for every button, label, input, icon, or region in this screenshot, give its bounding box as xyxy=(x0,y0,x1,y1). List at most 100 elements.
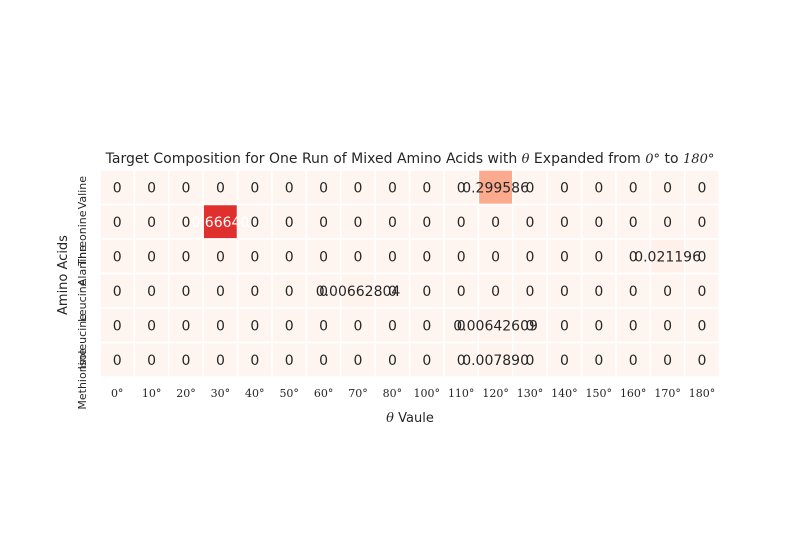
y-tick-label: Threonine xyxy=(76,210,89,266)
cell-value-label: 0 xyxy=(388,353,397,369)
heatmap-cell xyxy=(374,203,411,240)
title-part: Target Composition for One Run of Mixed … xyxy=(105,151,522,167)
x-tick-label: 50° xyxy=(279,387,299,400)
cell-value-label: 0 xyxy=(663,353,672,369)
y-axis-label: Amino Acids xyxy=(56,235,71,315)
cell-value-label: 0 xyxy=(182,215,191,231)
heatmap-cell xyxy=(649,307,686,344)
cell-value-label: 0 xyxy=(182,353,191,369)
heatmap-cell xyxy=(133,307,170,344)
cell-value-label: 0 xyxy=(594,353,603,369)
cell-value-label: 0 xyxy=(250,318,259,334)
heatmap-cell xyxy=(340,169,376,206)
cell-value-label: 0 xyxy=(629,284,638,300)
cell-value-label: 0.66640 xyxy=(191,215,249,231)
cell-value-label: 0 xyxy=(250,284,259,300)
y-tick-label: Methionine xyxy=(76,348,89,409)
x-tick-label: 70° xyxy=(348,387,368,400)
cell-value-label: 0 xyxy=(560,318,569,334)
cell-value-label: 0 xyxy=(113,249,122,265)
x-tick-label: 150° xyxy=(586,387,613,400)
cell-value-label: 0 xyxy=(457,284,466,300)
x-tick-label: 180° xyxy=(689,387,716,400)
cell-value-label: 0 xyxy=(285,284,294,300)
cell-value-label: 0 xyxy=(250,215,259,231)
heatmap-cells xyxy=(99,169,720,378)
cell-value-label: 0 xyxy=(698,318,707,334)
heatmap-cell xyxy=(443,203,480,240)
x-axis-label: θ Vaule xyxy=(386,411,434,426)
title-part: Expanded from xyxy=(529,151,645,167)
heatmap-cell xyxy=(133,272,170,309)
heatmap-cell xyxy=(271,169,308,206)
heatmap-cell xyxy=(546,272,583,309)
cell-value-label: 0 xyxy=(388,180,397,196)
heatmap-cell xyxy=(684,238,720,275)
x-tick-label: 30° xyxy=(211,387,231,400)
cell-value-label: 0 xyxy=(560,249,569,265)
cell-value-label: 0 xyxy=(113,353,122,369)
heatmap-cell xyxy=(512,272,548,309)
title-start-angle: 0° xyxy=(645,152,660,167)
x-tick-label: 110° xyxy=(448,387,475,400)
heatmap-cell xyxy=(512,341,548,378)
y-tick-label: Leucine xyxy=(76,279,89,322)
cell-value-label: 0 xyxy=(216,180,225,196)
heatmap-cell xyxy=(374,307,411,344)
cell-value-label: 0.299586 xyxy=(462,180,529,196)
cell-value-label: 0 xyxy=(354,318,363,334)
cell-value-label: 0 xyxy=(285,318,294,334)
x-axis-label-text: Vaule xyxy=(394,411,434,426)
cell-value-label: 0 xyxy=(147,284,156,300)
title-theta: θ xyxy=(522,152,530,167)
cell-value-label: 0 xyxy=(113,318,122,334)
heatmap-cell xyxy=(408,307,445,344)
y-tick-label: Alanine xyxy=(76,245,89,286)
heatmap-cell xyxy=(305,272,342,309)
cell-value-label: 0 xyxy=(182,318,191,334)
heatmap-cell xyxy=(271,341,308,378)
cell-value-label: 0 xyxy=(457,318,466,334)
cell-value-label: 0 xyxy=(526,215,535,231)
y-tick-label: Valine xyxy=(76,176,89,209)
x-tick-label: 120° xyxy=(482,387,509,400)
cell-value-label: 0 xyxy=(319,284,328,300)
heatmap-cell xyxy=(168,307,204,344)
cell-value-label: 0 xyxy=(216,249,225,265)
cell-value-label: 0 xyxy=(147,215,156,231)
heatmap-cell xyxy=(580,307,617,344)
cell-value-label: 0 xyxy=(319,249,328,265)
cell-value-label: 0 xyxy=(113,180,122,196)
cell-value-label: 0.021196 xyxy=(634,249,701,265)
heatmap-cell xyxy=(580,272,617,309)
cell-value-label: 0 xyxy=(491,249,500,265)
cell-value-label: 0 xyxy=(560,215,569,231)
cell-value-label: 0 xyxy=(457,249,466,265)
heatmap-cell xyxy=(236,307,273,344)
cell-value-label: 0 xyxy=(147,249,156,265)
heatmap-cell xyxy=(684,203,720,240)
cell-value-label: 0 xyxy=(594,249,603,265)
heatmap-cell xyxy=(546,169,583,206)
heatmap-cell xyxy=(580,341,617,378)
cell-value-label: 0 xyxy=(698,180,707,196)
x-axis-label-theta: θ xyxy=(386,411,394,426)
heatmap-cell xyxy=(271,307,308,344)
cell-value-label: 0 xyxy=(526,353,535,369)
cell-value-label: 0 xyxy=(422,180,431,196)
cell-value-label: 0 xyxy=(354,180,363,196)
cell-value-label: 0 xyxy=(422,249,431,265)
x-tick-label: 20° xyxy=(176,387,196,400)
cell-value-label: 0 xyxy=(698,215,707,231)
cell-value-label: 0 xyxy=(526,180,535,196)
cell-value-label: 0 xyxy=(388,284,397,300)
cell-value-label: 0 xyxy=(147,180,156,196)
cell-value-label: 0 xyxy=(629,249,638,265)
cell-value-label: 0 xyxy=(422,353,431,369)
cell-value-label: 0 xyxy=(216,353,225,369)
cell-value-label: 0 xyxy=(250,353,259,369)
x-tick-label: 130° xyxy=(517,387,544,400)
heatmap-cell xyxy=(168,341,204,378)
cell-value-label: 0 xyxy=(422,215,431,231)
